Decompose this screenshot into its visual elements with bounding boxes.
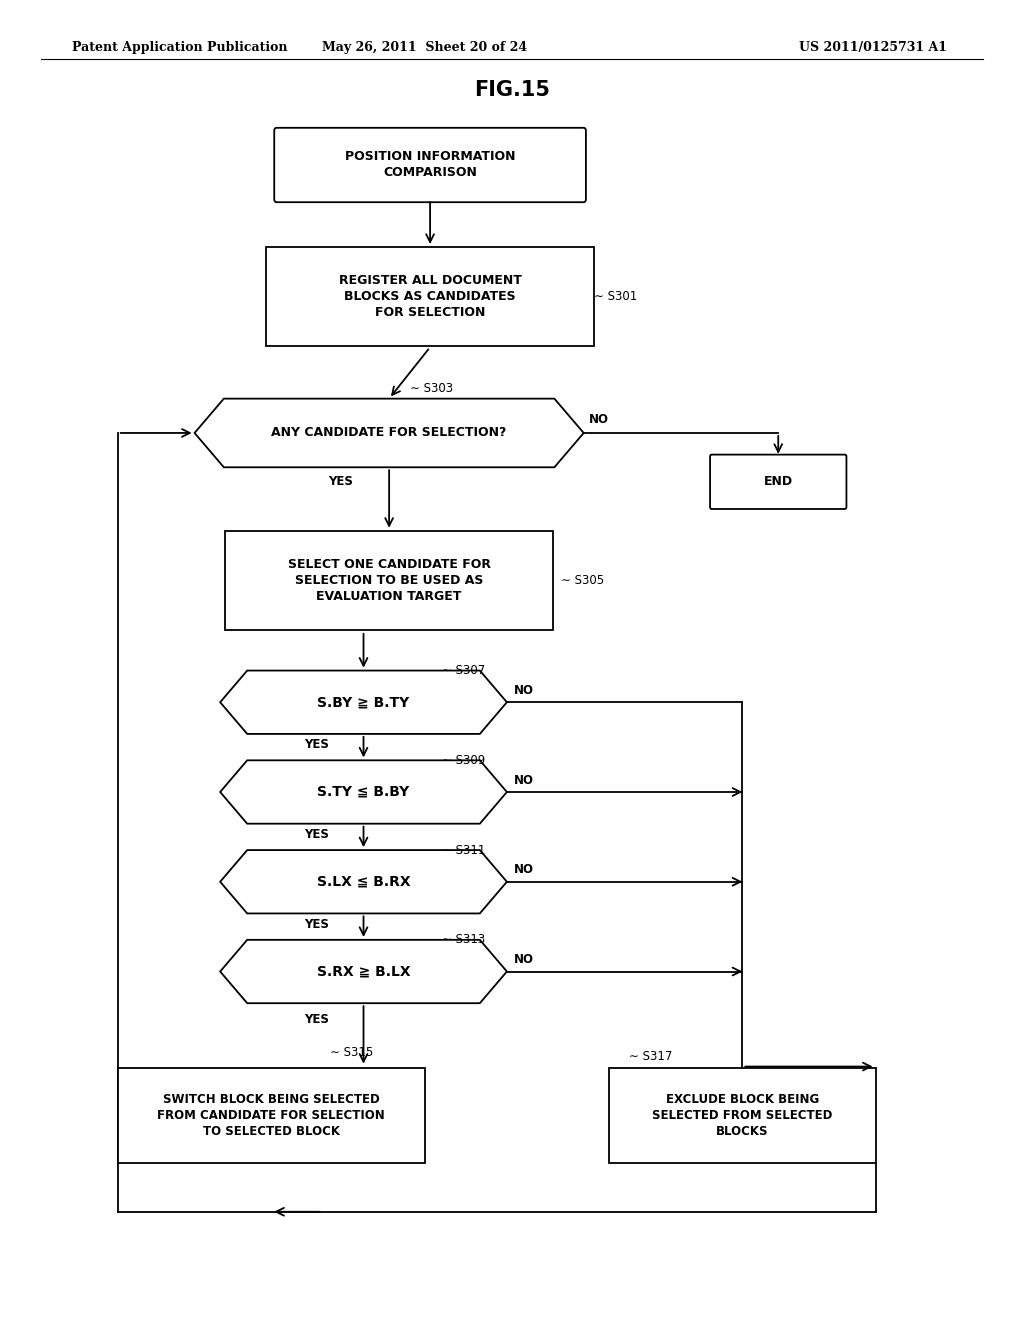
Text: ∼ S305: ∼ S305: [561, 574, 604, 587]
Text: FIG.15: FIG.15: [474, 79, 550, 100]
Text: S.RX ≧ B.LX: S.RX ≧ B.LX: [316, 965, 411, 978]
FancyBboxPatch shape: [710, 454, 847, 510]
Text: EXCLUDE BLOCK BEING
SELECTED FROM SELECTED
BLOCKS: EXCLUDE BLOCK BEING SELECTED FROM SELECT…: [652, 1093, 833, 1138]
Text: ∼ S311: ∼ S311: [442, 843, 485, 857]
Text: YES: YES: [328, 475, 352, 488]
Text: ∼ S315: ∼ S315: [330, 1045, 373, 1059]
Text: ∼ S309: ∼ S309: [442, 754, 485, 767]
Bar: [225, 531, 553, 630]
Text: NO: NO: [514, 863, 535, 876]
Text: ∼ S313: ∼ S313: [442, 933, 485, 946]
Text: SWITCH BLOCK BEING SELECTED
FROM CANDIDATE FOR SELECTION
TO SELECTED BLOCK: SWITCH BLOCK BEING SELECTED FROM CANDIDA…: [158, 1093, 385, 1138]
Polygon shape: [220, 760, 507, 824]
Text: NO: NO: [514, 774, 535, 787]
Text: ∼ S307: ∼ S307: [442, 664, 485, 677]
Text: ANY CANDIDATE FOR SELECTION?: ANY CANDIDATE FOR SELECTION?: [271, 426, 507, 440]
Text: REGISTER ALL DOCUMENT
BLOCKS AS CANDIDATES
FOR SELECTION: REGISTER ALL DOCUMENT BLOCKS AS CANDIDAT…: [339, 275, 521, 319]
FancyBboxPatch shape: [274, 128, 586, 202]
Text: S.BY ≧ B.TY: S.BY ≧ B.TY: [317, 696, 410, 709]
Text: YES: YES: [304, 828, 329, 841]
Polygon shape: [220, 671, 507, 734]
Text: END: END: [764, 475, 793, 488]
Text: NO: NO: [514, 953, 535, 966]
Text: May 26, 2011  Sheet 20 of 24: May 26, 2011 Sheet 20 of 24: [323, 41, 527, 54]
Text: SELECT ONE CANDIDATE FOR
SELECTION TO BE USED AS
EVALUATION TARGET: SELECT ONE CANDIDATE FOR SELECTION TO BE…: [288, 558, 490, 603]
Bar: [266, 248, 594, 346]
Text: NO: NO: [514, 684, 535, 697]
Text: ∼ S301: ∼ S301: [594, 290, 637, 304]
Text: Patent Application Publication: Patent Application Publication: [72, 41, 287, 54]
Text: S.TY ≦ B.BY: S.TY ≦ B.BY: [317, 785, 410, 799]
Text: YES: YES: [304, 738, 329, 751]
Polygon shape: [220, 940, 507, 1003]
Text: ∼ S317: ∼ S317: [629, 1049, 672, 1063]
Bar: [609, 1068, 876, 1163]
Polygon shape: [220, 850, 507, 913]
Text: NO: NO: [589, 413, 609, 426]
Text: US 2011/0125731 A1: US 2011/0125731 A1: [799, 41, 947, 54]
Polygon shape: [195, 399, 584, 467]
Text: YES: YES: [304, 1012, 329, 1026]
Text: YES: YES: [304, 917, 329, 931]
Text: ∼ S303: ∼ S303: [410, 381, 453, 395]
Text: POSITION INFORMATION
COMPARISON: POSITION INFORMATION COMPARISON: [345, 150, 515, 180]
Bar: [118, 1068, 425, 1163]
Text: S.LX ≦ B.RX: S.LX ≦ B.RX: [316, 875, 411, 888]
